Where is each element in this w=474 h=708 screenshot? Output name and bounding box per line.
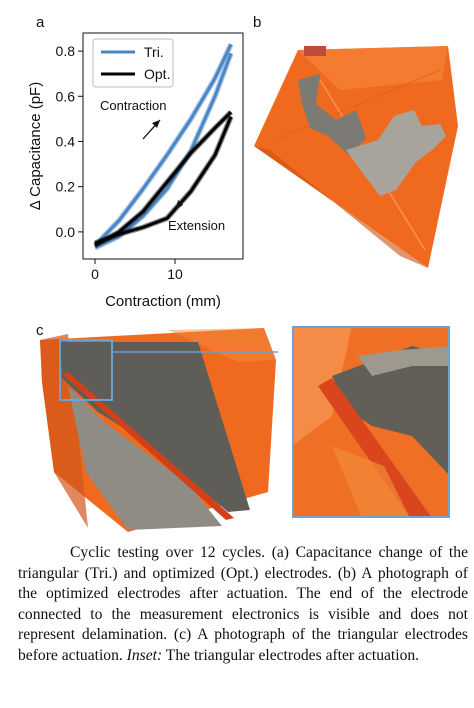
panel-label-c: c bbox=[36, 322, 44, 339]
arrow-extension-head bbox=[176, 200, 183, 209]
optimized-electrode-left bbox=[298, 74, 366, 156]
series-opt-contraction-line bbox=[94, 111, 233, 247]
legend: Tri. Opt. bbox=[92, 38, 174, 88]
arrow-contraction-head bbox=[152, 120, 160, 128]
x-tick-label: 10 bbox=[167, 266, 183, 282]
legend-label-opt: Opt. bbox=[144, 66, 170, 82]
triangle-gap bbox=[62, 372, 234, 520]
triangular-electrode-upper bbox=[60, 342, 250, 512]
annotation-contraction: Contraction bbox=[100, 98, 166, 113]
y-tick-label: 0.2 bbox=[56, 179, 76, 195]
photo-inset-after-actuation bbox=[292, 326, 450, 518]
panel-label-b: b bbox=[253, 14, 262, 31]
series-opt-extension-line bbox=[94, 116, 233, 245]
capacitance-chart: 0 10 0.0 0.2 0.4 0.6 0.8 Tri. Opt. Contraction… bbox=[27, 32, 244, 310]
y-tick-label: 0.4 bbox=[56, 133, 76, 149]
series-tri-extension-line bbox=[94, 52, 233, 250]
series-tri-contraction-line bbox=[93, 43, 233, 247]
electrode-connector bbox=[304, 46, 326, 56]
caption-lead: Cyclic testing over 12 cycles. (a) Capac… bbox=[18, 544, 468, 664]
caption-tail: The triangular electrodes after actuatio… bbox=[162, 646, 420, 664]
y-axis-label: Δ Capacitance (pF) bbox=[27, 82, 44, 210]
annotation-extension: Extension bbox=[168, 218, 225, 233]
x-tick-label: 0 bbox=[91, 266, 99, 282]
inset-gap bbox=[318, 378, 432, 518]
panel-label-a: a bbox=[36, 14, 45, 31]
y-tick-label: 0.6 bbox=[56, 88, 76, 104]
x-axis-label: Contraction (mm) bbox=[105, 293, 221, 310]
inset-electrode-dark bbox=[332, 346, 450, 476]
caption-inset-label: Inset: bbox=[126, 646, 163, 664]
inset-electrode-light bbox=[358, 346, 450, 376]
photo-optimized-electrodes bbox=[254, 46, 458, 268]
y-tick-label: 0.0 bbox=[56, 224, 76, 240]
optimized-electrode-right bbox=[346, 110, 446, 196]
photo-triangular-electrodes bbox=[40, 328, 278, 532]
y-tick-label: 0.8 bbox=[56, 43, 76, 59]
inset-marker bbox=[59, 339, 113, 401]
triangular-electrode-lower bbox=[68, 386, 222, 530]
legend-label-tri: Tri. bbox=[144, 44, 164, 60]
plot-frame bbox=[82, 32, 244, 260]
figure-caption: Cyclic testing over 12 cycles. (a) Capac… bbox=[18, 543, 468, 666]
